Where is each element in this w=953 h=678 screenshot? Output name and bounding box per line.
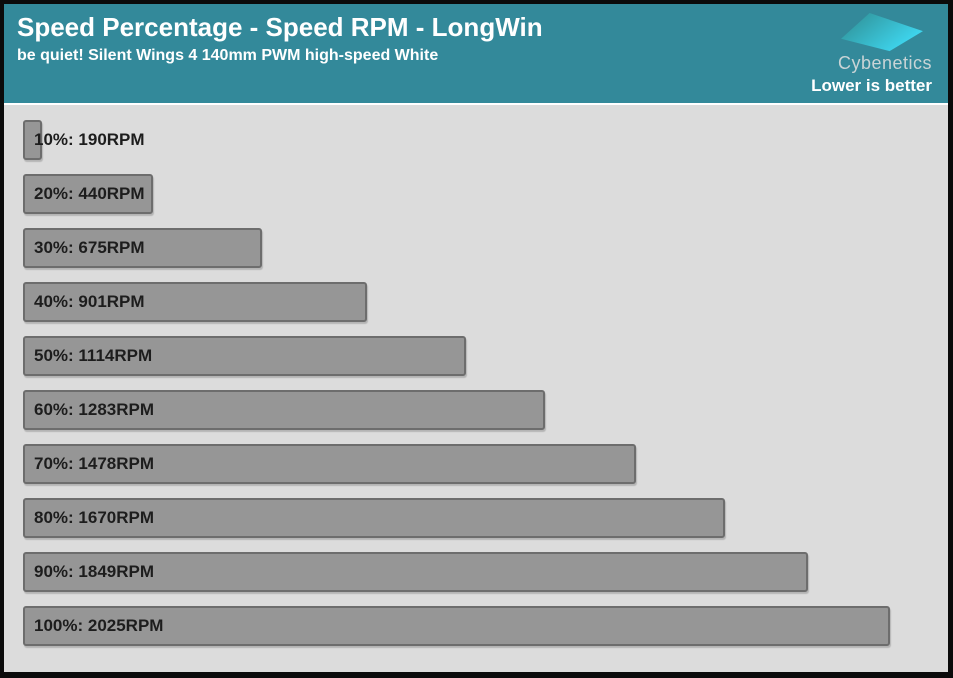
bar-row: 60%: 1283RPM	[23, 390, 932, 430]
bar-row: 20%: 440RPM	[23, 174, 932, 214]
brand-name: Cybenetics	[837, 53, 932, 73]
bar-row: 100%: 2025RPM	[23, 606, 932, 646]
bar-label: 100%: 2025RPM	[34, 616, 164, 635]
rpm-bar: 30%: 675RPM	[23, 228, 263, 268]
page-title: Speed Percentage - Speed RPM - LongWin	[17, 12, 543, 42]
bar-label: 80%: 1670RPM	[34, 508, 155, 527]
bar-row: 80%: 1670RPM	[23, 498, 932, 538]
bar-row: 10%: 190RPM	[23, 120, 932, 160]
rpm-bar: 40%: 901RPM	[23, 282, 368, 322]
bar-row: 70%: 1478RPM	[23, 444, 932, 484]
rpm-bar: 50%: 1114RPM	[23, 336, 467, 376]
bar-label: 70%: 1478RPM	[34, 454, 155, 473]
bar-label: 50%: 1114RPM	[34, 346, 153, 365]
rpm-bar: 80%: 1670RPM	[23, 498, 725, 538]
lower-is-better-note: Lower is better	[811, 76, 932, 95]
rpm-bar: 70%: 1478RPM	[23, 444, 636, 484]
rpm-bar: 20%: 440RPM	[23, 174, 153, 214]
bar-label: 20%: 440RPM	[34, 184, 145, 203]
rpm-bar: 90%: 1849RPM	[23, 552, 809, 592]
header-titles: Speed Percentage - Speed RPM - LongWin b…	[17, 12, 543, 103]
bar-row: 40%: 901RPM	[23, 282, 932, 322]
cybenetics-logo-icon	[841, 13, 923, 52]
bar-label: 30%: 675RPM	[34, 238, 145, 257]
bar-row: 30%: 675RPM	[23, 228, 932, 268]
bar-label: 10%: 190RPM	[34, 130, 145, 149]
brand-block: Cybenetics Lower is better	[811, 13, 932, 103]
bar-label: 40%: 901RPM	[34, 292, 145, 311]
chart-area: 10%: 190RPM 20%: 440RPM 30%: 675RPM 40%: 90…	[4, 105, 932, 646]
rpm-bar: 10%: 190RPM	[23, 120, 145, 160]
rpm-bar: 100%: 2025RPM	[23, 606, 891, 646]
bar-row: 90%: 1849RPM	[23, 552, 932, 592]
bar-label: 60%: 1283RPM	[34, 400, 155, 419]
rpm-bar: 60%: 1283RPM	[23, 390, 545, 430]
chart-header: Speed Percentage - Speed RPM - LongWin b…	[4, 4, 948, 105]
bar-label: 90%: 1849RPM	[34, 562, 155, 581]
chart-subtitle: be quiet! Silent Wings 4 140mm PWM high-…	[17, 46, 439, 64]
bar-row: 50%: 1114RPM	[23, 336, 932, 376]
